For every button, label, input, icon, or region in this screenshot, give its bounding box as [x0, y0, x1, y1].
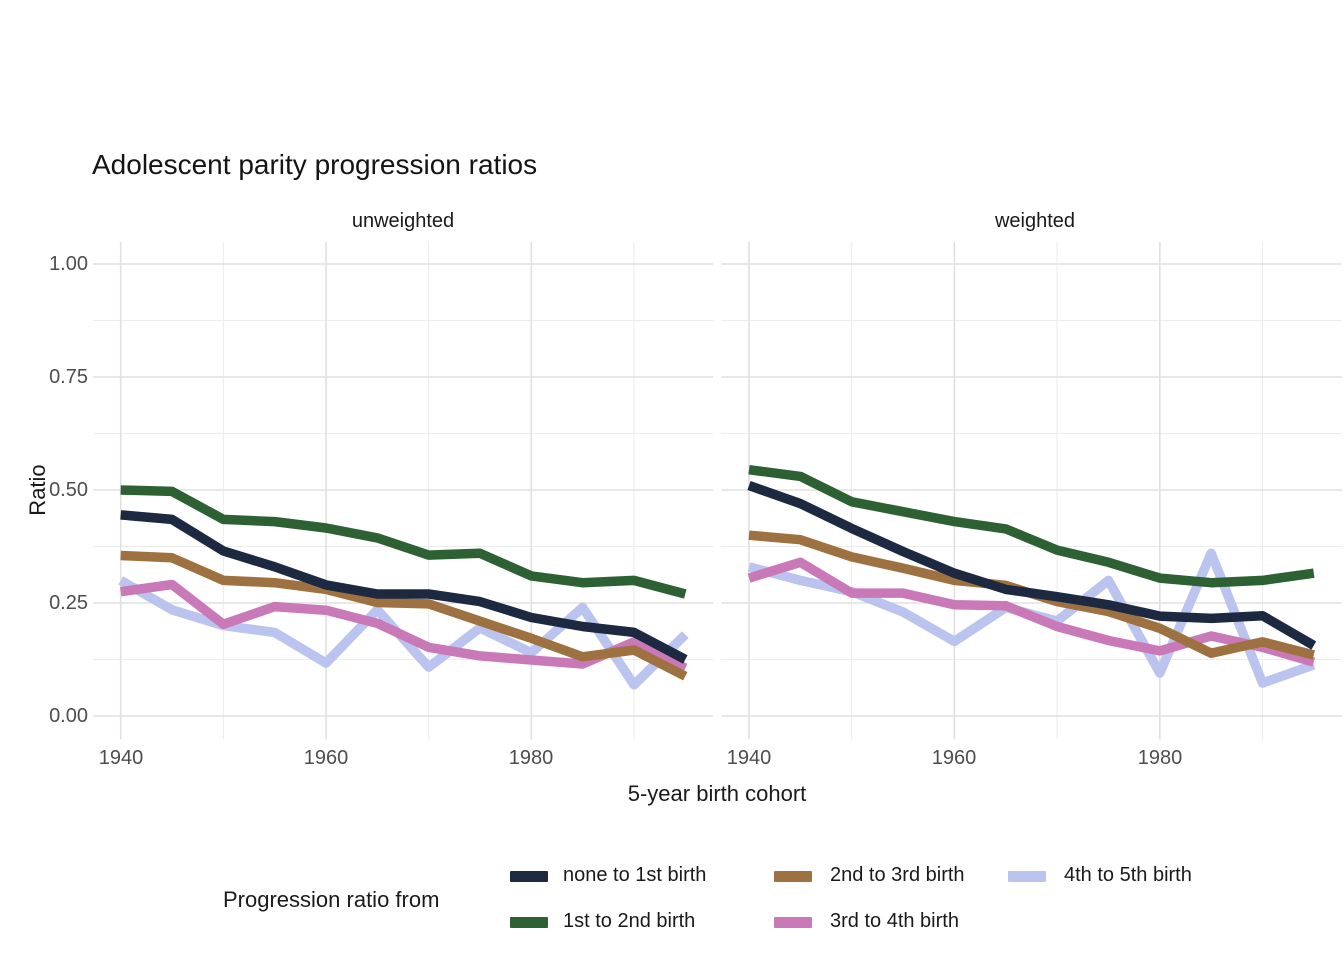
- legend-swatch-1st-to-2nd: [510, 917, 548, 928]
- series-line-weighted-1st-to-2nd-birth: [748, 464, 1315, 588]
- series-line-weighted-3rd-to-4th-birth: [747, 557, 1316, 667]
- y-axis-tick-label: 0.75: [49, 366, 88, 388]
- series-line-unweighted-none-to-1st-birth: [120, 510, 688, 664]
- chart-title: Adolescent parity progression ratios: [92, 149, 538, 180]
- x-axis-tick-label: 1980: [508, 747, 554, 769]
- legend-label: 4th to 5th birth: [1064, 864, 1192, 886]
- legend-swatch-2nd-to-3rd: [774, 871, 812, 882]
- legend-label: 2nd to 3rd birth: [830, 864, 965, 886]
- x-axis-tick-label: 1960: [303, 747, 349, 769]
- legend-label: 1st to 2nd birth: [563, 910, 696, 932]
- y-axis-title: Ratio: [25, 464, 50, 516]
- x-axis-title: 5-year birth cohort: [627, 781, 807, 806]
- facet-label-unweighted: unweighted: [351, 210, 455, 232]
- x-axis-tick-label: 1960: [931, 747, 977, 769]
- y-axis-tick-label: 0.50: [49, 479, 88, 501]
- series-line-unweighted-1st-to-2nd-birth: [120, 485, 687, 599]
- legend-label: none to 1st birth: [563, 864, 707, 886]
- x-axis-tick-label: 1980: [1137, 747, 1183, 769]
- facet-label-weighted: weighted: [994, 210, 1076, 232]
- legend-title: Progression ratio from: [223, 887, 440, 912]
- legend-swatch-none-to-1st: [510, 871, 548, 882]
- series-line-unweighted-2nd-to-3rd-birth: [120, 550, 688, 681]
- legend-swatch-3rd-to-4th: [774, 917, 812, 928]
- legend-swatch-4th-to-5th: [1008, 871, 1046, 882]
- y-axis-tick-label: 1.00: [49, 253, 88, 275]
- y-axis-tick-label: 0.00: [49, 705, 88, 727]
- y-axis-tick-label: 0.25: [49, 592, 88, 614]
- series-line-weighted-none-to-1st-birth: [747, 481, 1317, 650]
- legend-label: 3rd to 4th birth: [830, 910, 959, 932]
- x-axis-tick-label: 1940: [98, 747, 144, 769]
- x-axis-tick-label: 1940: [726, 747, 772, 769]
